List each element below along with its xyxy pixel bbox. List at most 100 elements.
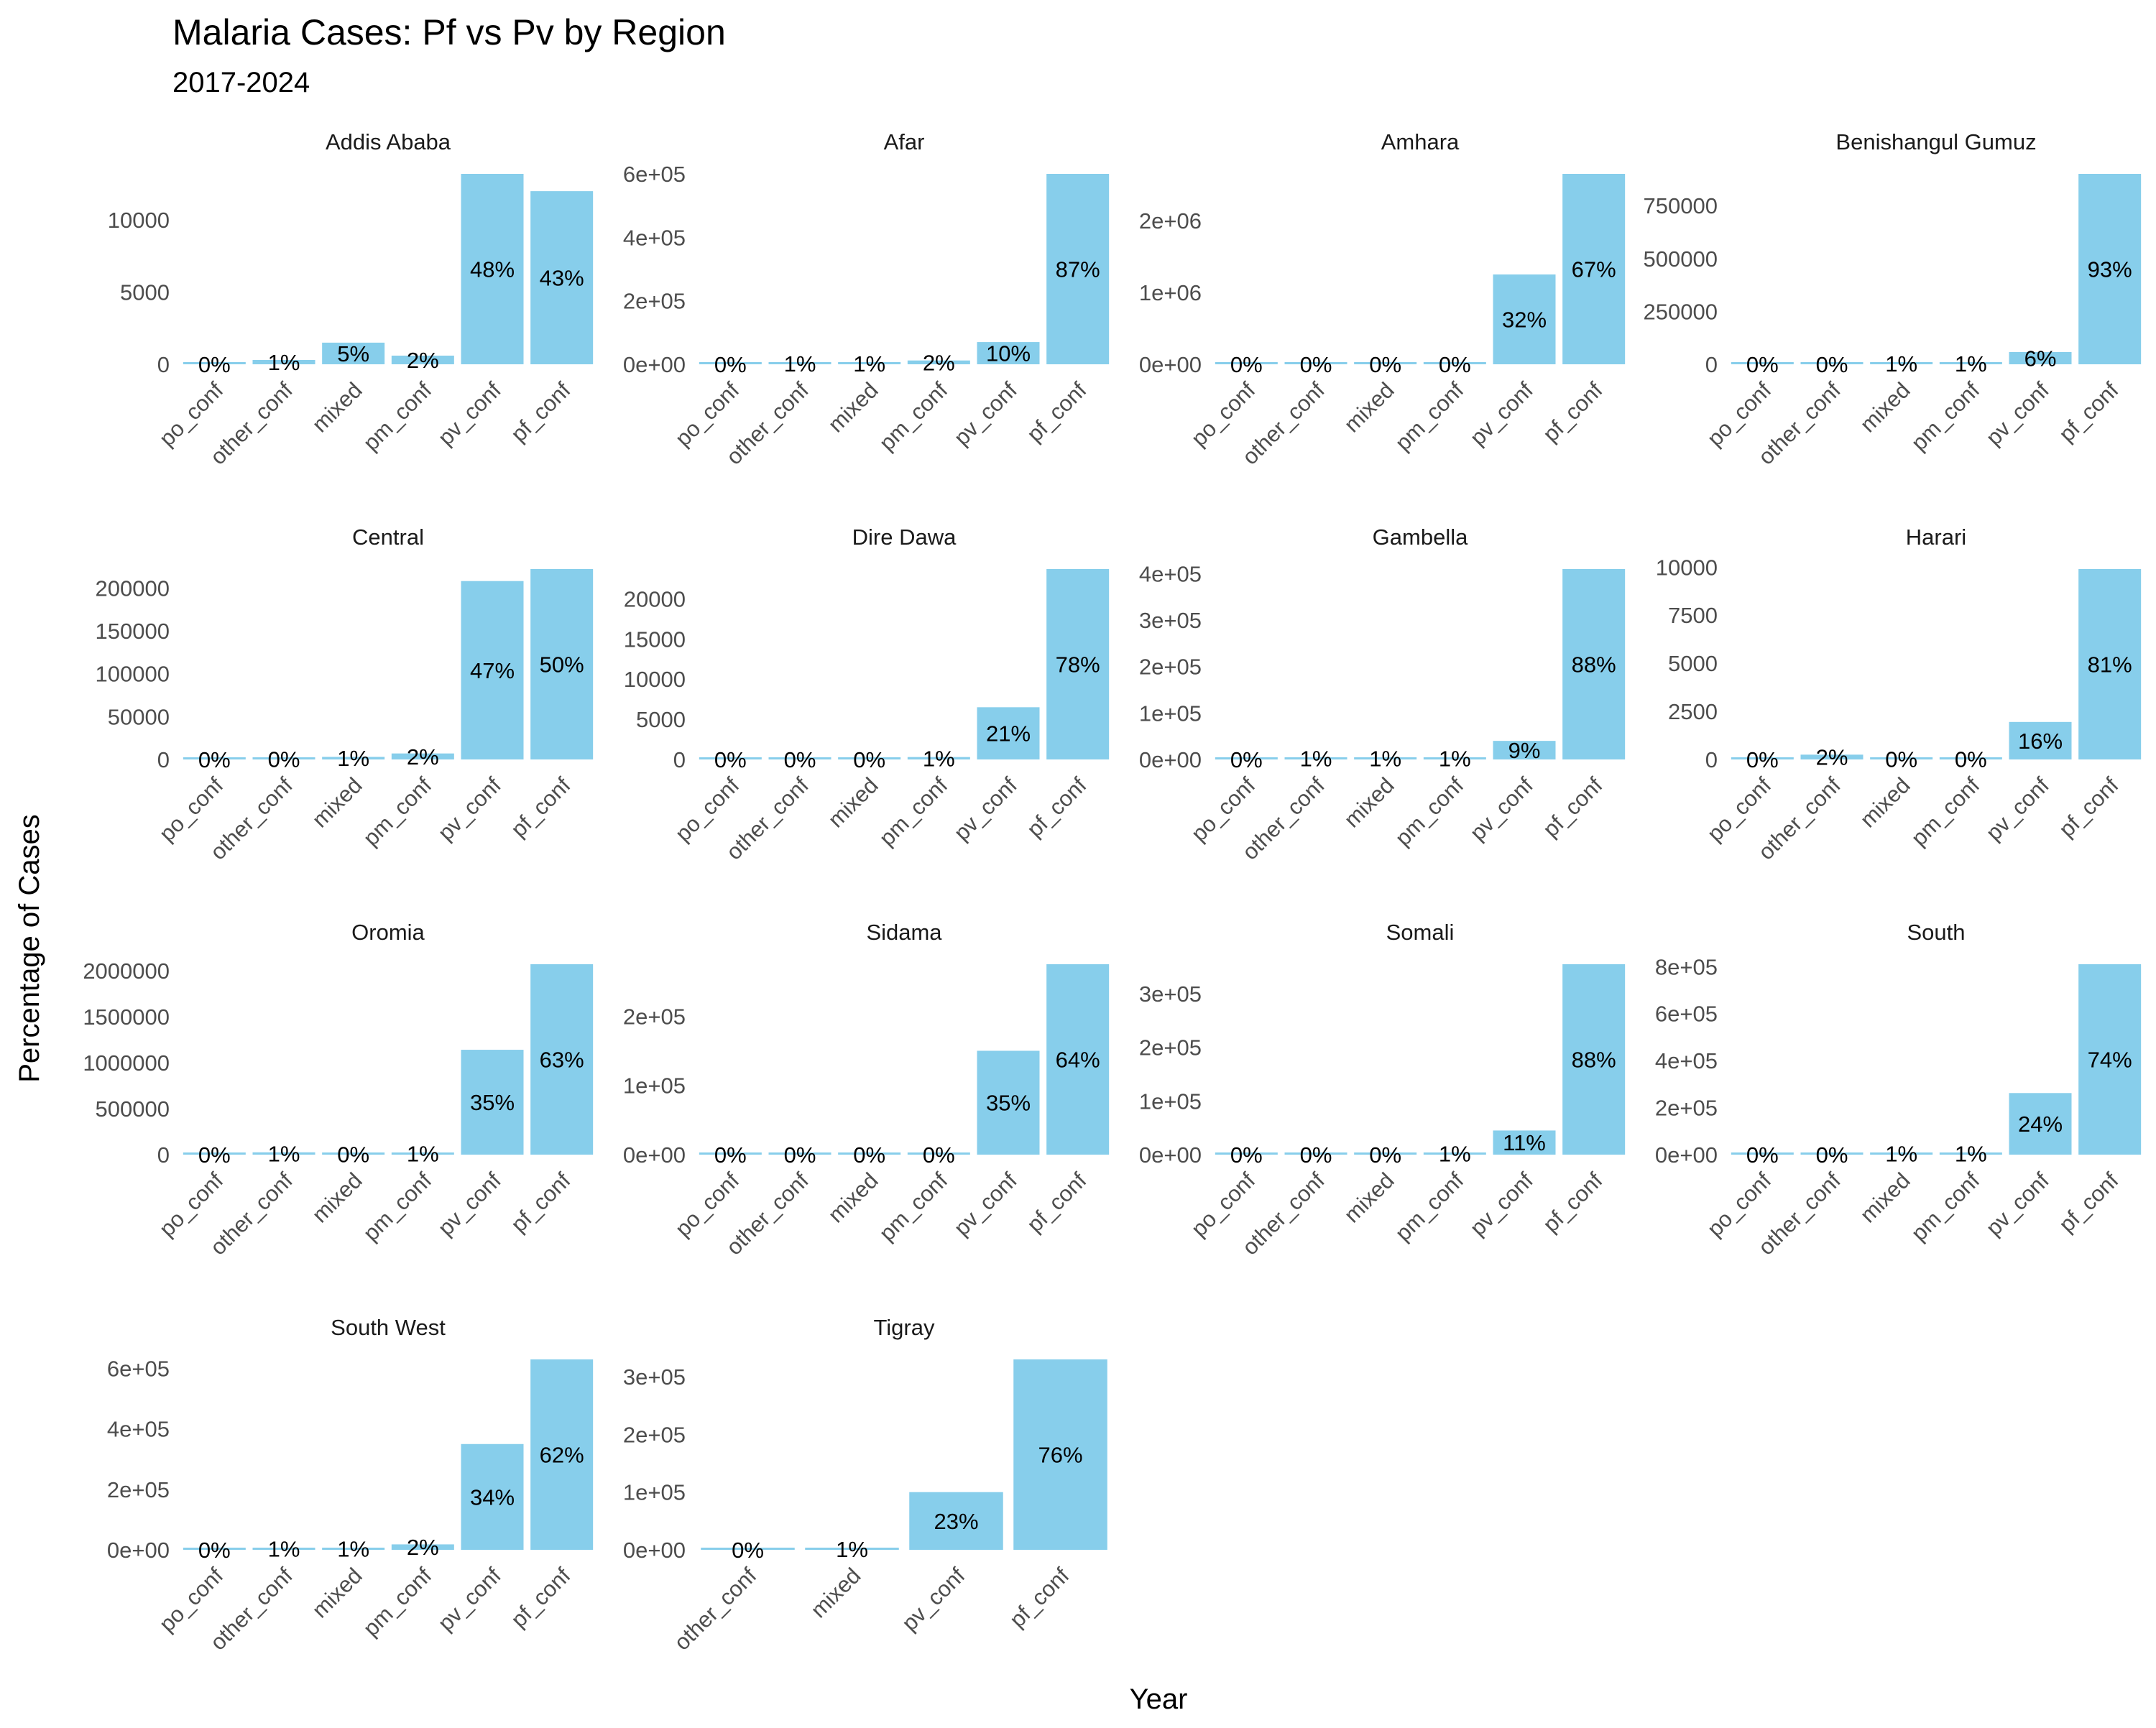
x-tick-label: mixed — [823, 377, 883, 437]
bar — [1493, 274, 1556, 364]
y-tick-label: 0e+00 — [107, 1538, 170, 1563]
bar — [322, 1548, 385, 1550]
y-tick-label: 6e+05 — [107, 1357, 170, 1382]
bar-label: 0% — [1746, 352, 1779, 377]
y-tick-label: 0 — [157, 352, 170, 377]
y-tick-label: 2e+05 — [623, 1422, 686, 1447]
y-tick-label: 2e+05 — [623, 1004, 686, 1029]
bar-label: 88% — [1572, 1048, 1616, 1073]
bar — [1354, 1152, 1417, 1155]
y-tick-label: 0e+00 — [623, 1142, 686, 1168]
facet-panel: Somali0e+001e+052e+053e+050%po_conf0%oth… — [1139, 920, 1626, 1260]
bar — [322, 1152, 385, 1155]
bar — [1215, 362, 1278, 364]
bar — [1939, 757, 2002, 759]
bar-label: 9% — [1508, 738, 1541, 763]
x-tick-label: mixed — [1339, 377, 1399, 437]
bar — [2009, 721, 2072, 759]
y-tick-label: 1e+05 — [623, 1073, 686, 1099]
bar — [1562, 569, 1626, 759]
x-tick-label: pf_conf — [1005, 1563, 1074, 1632]
y-tick-label: 4e+05 — [1139, 561, 1202, 586]
bar-label: 35% — [470, 1090, 515, 1115]
x-tick-label: mixed — [1855, 772, 1915, 832]
bar-label: 1% — [268, 350, 300, 375]
x-tick-label: pm_conf — [1906, 377, 1984, 456]
x-tick-label: pm_conf — [1390, 772, 1468, 851]
x-tick-label: pm_conf — [1390, 1168, 1468, 1246]
bar-label: 0% — [784, 1142, 816, 1168]
x-tick-label: pm_conf — [1390, 377, 1468, 456]
bar — [1939, 1152, 2002, 1155]
x-tick-label: pf_conf — [1022, 1168, 1092, 1237]
x-tick-label: pm_conf — [358, 772, 436, 851]
bar — [1870, 362, 1933, 364]
bar-label: 1% — [1300, 747, 1332, 772]
bar — [1046, 174, 1110, 364]
bar-label: 1% — [268, 1537, 300, 1562]
bar — [1215, 757, 1278, 759]
bar-label: 6% — [2024, 346, 2057, 371]
y-tick-label: 6e+05 — [623, 162, 686, 187]
bar — [1800, 754, 1864, 759]
bar-label: 0% — [198, 747, 231, 772]
bar-label: 5% — [337, 341, 369, 366]
bar-label: 2% — [923, 350, 955, 375]
x-tick-label: pf_conf — [1538, 377, 1608, 447]
bar — [252, 1152, 315, 1155]
x-tick-label: mixed — [823, 1168, 883, 1227]
facet-panel: Dire Dawa050001000015000200000%po_conf0%… — [624, 525, 1110, 865]
x-tick-label: pv_conf — [949, 377, 1022, 451]
bar — [768, 757, 831, 759]
bar-label: 93% — [2088, 257, 2132, 282]
y-tick-label: 0 — [157, 747, 170, 772]
y-tick-label: 2e+05 — [1139, 655, 1202, 680]
bar — [1423, 362, 1486, 364]
bar — [838, 362, 901, 364]
bar-label: 0% — [923, 1142, 955, 1168]
bar — [909, 1492, 1003, 1550]
bar — [391, 1152, 454, 1155]
bar-label: 48% — [470, 257, 515, 282]
bar — [1493, 741, 1556, 759]
y-tick-label: 2000000 — [83, 958, 170, 984]
bar — [907, 1152, 970, 1155]
facet-panel: Harari0250050007500100000%po_conf2%other… — [1656, 525, 2142, 865]
facet-panel: Addis Ababa05000100000%po_conf1%other_co… — [108, 129, 594, 470]
bar — [907, 360, 970, 364]
bar-label: 50% — [540, 652, 584, 678]
bar-label: 1% — [407, 1142, 439, 1167]
bar-label: 0% — [1746, 1142, 1779, 1168]
x-tick-label: mixed — [1339, 1168, 1399, 1227]
y-tick-label: 750000 — [1644, 193, 1718, 218]
bar-label: 0% — [714, 747, 747, 772]
bar-label: 0% — [1300, 1142, 1332, 1168]
chart-subtitle: 2017-2024 — [172, 67, 310, 98]
bar — [391, 753, 454, 759]
facet-panel: Oromia05000001000000150000020000000%po_c… — [83, 920, 594, 1260]
bar — [1013, 1359, 1107, 1550]
y-tick-label: 0e+00 — [1655, 1142, 1718, 1168]
y-tick-label: 3e+05 — [1139, 981, 1202, 1007]
y-tick-label: 8e+05 — [1655, 954, 1718, 979]
bar-label: 1% — [836, 1537, 868, 1562]
bar-label: 2% — [1816, 745, 1848, 770]
bar-label: 1% — [337, 746, 369, 771]
y-axis-title: Percentage of Cases — [14, 814, 45, 1083]
bar — [1046, 569, 1110, 759]
y-tick-label: 100000 — [96, 662, 170, 687]
bar — [907, 757, 970, 759]
panel-title: Harari — [1906, 525, 1966, 550]
y-tick-label: 10000 — [624, 667, 686, 692]
bar-label: 1% — [1955, 351, 1987, 376]
x-tick-label: pv_conf — [1981, 772, 2054, 846]
y-tick-label: 20000 — [624, 586, 686, 611]
bar-label: 0% — [1230, 1142, 1263, 1168]
bar — [977, 707, 1040, 759]
facet-panel: Tigray 0e+00 1e+05 2e+05 3e+05 0%other_conf 1%… — [623, 1315, 1107, 1655]
bar-label: 2% — [407, 348, 439, 373]
y-tick-label: 10000 — [108, 208, 170, 233]
y-tick-label: 1e+05 — [623, 1480, 686, 1505]
y-tick-label: 500000 — [96, 1096, 170, 1122]
